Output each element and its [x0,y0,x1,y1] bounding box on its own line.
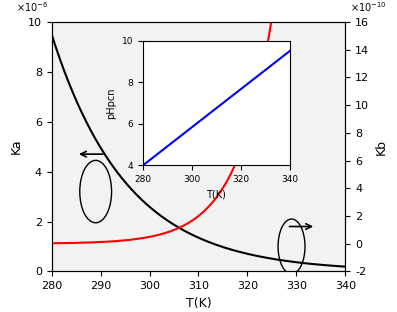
Text: $\times 10^{-6}$: $\times 10^{-6}$ [16,1,49,14]
X-axis label: T(K): T(K) [206,190,226,200]
Y-axis label: Kb: Kb [375,139,388,155]
X-axis label: T(K): T(K) [186,297,211,310]
Y-axis label: pHpcn: pHpcn [106,87,116,119]
Text: $\times 10^{-10}$: $\times 10^{-10}$ [350,1,387,14]
Y-axis label: Ka: Ka [10,139,22,154]
